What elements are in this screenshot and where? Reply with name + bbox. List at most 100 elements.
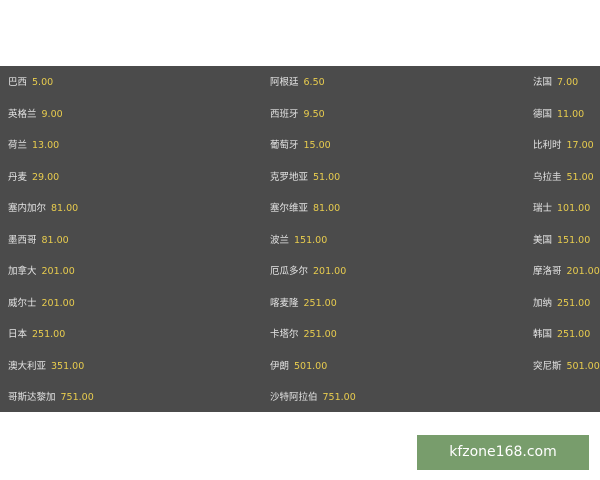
team-name: 乌拉圭 xyxy=(533,171,562,183)
team-odds: 11.00 xyxy=(557,108,585,120)
team-odds-cell: 日本 251.00 xyxy=(8,325,65,345)
team-odds-cell: 哥斯达黎加 751.00 xyxy=(8,388,94,408)
team-odds-cell: 法国 7.00 xyxy=(533,73,578,93)
team-odds-cell: 英格兰 9.00 xyxy=(8,105,63,125)
team-name: 塞内加尔 xyxy=(8,203,47,214)
table-row: 荷兰 13.00 葡萄牙 15.00 比利时 17.00 xyxy=(0,136,600,156)
team-odds: 201.00 xyxy=(566,266,600,277)
team-odds: 15.00 xyxy=(303,140,331,151)
team-odds: 151.00 xyxy=(557,234,591,246)
team-odds: 51.00 xyxy=(566,171,594,183)
team-odds: 5.00 xyxy=(32,77,54,88)
team-odds: 351.00 xyxy=(51,360,85,372)
team-odds-cell: 威尔士 201.00 xyxy=(8,294,75,314)
team-odds: 201.00 xyxy=(313,266,347,277)
team-name: 喀麦隆 xyxy=(270,297,299,309)
team-name: 厄瓜多尔 xyxy=(270,266,309,277)
team-name: 塞尔维亚 xyxy=(270,203,309,214)
table-row: 澳大利亚 351.00 伊朗 501.00 突尼斯 501.00 xyxy=(0,357,600,377)
team-odds: 201.00 xyxy=(41,266,75,277)
team-odds: 151.00 xyxy=(294,234,328,246)
table-row: 巴西 5.00 阿根廷 6.50 法国 7.00 xyxy=(0,73,600,93)
team-odds: 751.00 xyxy=(322,392,356,403)
table-row: 墨西哥 81.00 波兰 151.00 美国 151.00 xyxy=(0,231,600,251)
team-odds: 101.00 xyxy=(557,203,591,214)
team-odds-cell: 美国 151.00 xyxy=(533,231,590,251)
team-odds-cell: 比利时 17.00 xyxy=(533,136,594,156)
team-odds: 251.00 xyxy=(303,297,337,309)
team-odds-cell: 波兰 151.00 xyxy=(270,231,327,251)
team-name: 法国 xyxy=(533,77,553,88)
team-odds: 251.00 xyxy=(32,329,66,340)
team-odds-cell: 瑞士 101.00 xyxy=(533,199,590,219)
team-odds-cell: 乌拉圭 51.00 xyxy=(533,168,594,188)
team-odds: 201.00 xyxy=(41,297,75,309)
team-odds-cell: 摩洛哥 201.00 xyxy=(533,262,600,282)
team-name: 克罗地亚 xyxy=(270,171,309,183)
team-odds-cell: 葡萄牙 15.00 xyxy=(270,136,331,156)
team-odds: 251.00 xyxy=(557,297,591,309)
team-odds: 81.00 xyxy=(313,203,341,214)
team-odds: 7.00 xyxy=(557,77,579,88)
team-odds-cell: 突尼斯 501.00 xyxy=(533,357,600,377)
team-odds: 501.00 xyxy=(294,360,328,372)
team-name: 巴西 xyxy=(8,77,28,88)
team-name: 英格兰 xyxy=(8,108,37,120)
team-odds-cell: 澳大利亚 351.00 xyxy=(8,357,84,377)
team-name: 西班牙 xyxy=(270,108,299,120)
team-odds-cell: 巴西 5.00 xyxy=(8,73,53,93)
team-name: 韩国 xyxy=(533,329,553,340)
team-name: 阿根廷 xyxy=(270,77,299,88)
team-odds: 29.00 xyxy=(32,171,60,183)
team-odds-cell: 沙特阿拉伯 751.00 xyxy=(270,388,356,408)
team-name: 日本 xyxy=(8,329,28,340)
team-odds-cell: 加纳 251.00 xyxy=(533,294,590,314)
team-name: 突尼斯 xyxy=(533,360,562,372)
team-odds-cell: 喀麦隆 251.00 xyxy=(270,294,337,314)
team-odds: 501.00 xyxy=(566,360,600,372)
team-odds: 81.00 xyxy=(51,203,79,214)
team-name: 伊朗 xyxy=(270,360,290,372)
team-odds-cell: 荷兰 13.00 xyxy=(8,136,59,156)
table-row: 英格兰 9.00 西班牙 9.50 德国 11.00 xyxy=(0,105,600,125)
team-odds: 251.00 xyxy=(557,329,591,340)
table-row: 加拿大 201.00 厄瓜多尔 201.00 摩洛哥 201.00 xyxy=(0,262,600,282)
team-odds-cell: 西班牙 9.50 xyxy=(270,105,325,125)
team-name: 瑞士 xyxy=(533,203,553,214)
team-odds-cell: 厄瓜多尔 201.00 xyxy=(270,262,346,282)
team-odds: 6.50 xyxy=(303,77,325,88)
team-name: 澳大利亚 xyxy=(8,360,47,372)
team-name: 加纳 xyxy=(533,297,553,309)
team-odds-cell: 加拿大 201.00 xyxy=(8,262,75,282)
team-name: 波兰 xyxy=(270,234,290,246)
team-name: 威尔士 xyxy=(8,297,37,309)
team-odds-cell: 卡塔尔 251.00 xyxy=(270,325,337,345)
team-name: 德国 xyxy=(533,108,553,120)
team-odds-cell: 塞尔维亚 81.00 xyxy=(270,199,340,219)
team-odds-cell: 伊朗 501.00 xyxy=(270,357,327,377)
team-name: 卡塔尔 xyxy=(270,329,299,340)
team-odds-cell: 克罗地亚 51.00 xyxy=(270,168,340,188)
watermark: kfzone168.com xyxy=(417,435,589,470)
team-odds: 751.00 xyxy=(60,392,94,403)
team-odds: 251.00 xyxy=(303,329,337,340)
odds-table: 巴西 5.00 阿根廷 6.50 法国 7.00 英格兰 9.00 西班牙 9.50 德国 11.00… xyxy=(0,66,600,412)
team-odds-cell: 塞内加尔 81.00 xyxy=(8,199,78,219)
team-odds: 51.00 xyxy=(313,171,341,183)
team-name: 加拿大 xyxy=(8,266,37,277)
table-row: 日本 251.00 卡塔尔 251.00 韩国 251.00 xyxy=(0,325,600,345)
team-name: 沙特阿拉伯 xyxy=(270,392,318,403)
team-name: 葡萄牙 xyxy=(270,140,299,151)
team-name: 哥斯达黎加 xyxy=(8,392,56,403)
team-name: 丹麦 xyxy=(8,171,28,183)
team-odds: 81.00 xyxy=(41,234,69,246)
table-row: 丹麦 29.00 克罗地亚 51.00 乌拉圭 51.00 xyxy=(0,168,600,188)
team-odds: 9.00 xyxy=(41,108,63,120)
team-odds-cell: 韩国 251.00 xyxy=(533,325,590,345)
team-odds: 9.50 xyxy=(303,108,325,120)
team-odds-cell: 德国 11.00 xyxy=(533,105,584,125)
team-odds-cell: 墨西哥 81.00 xyxy=(8,231,69,251)
table-row: 塞内加尔 81.00 塞尔维亚 81.00 瑞士 101.00 xyxy=(0,199,600,219)
team-name: 比利时 xyxy=(533,140,562,151)
team-odds-cell: 阿根廷 6.50 xyxy=(270,73,325,93)
